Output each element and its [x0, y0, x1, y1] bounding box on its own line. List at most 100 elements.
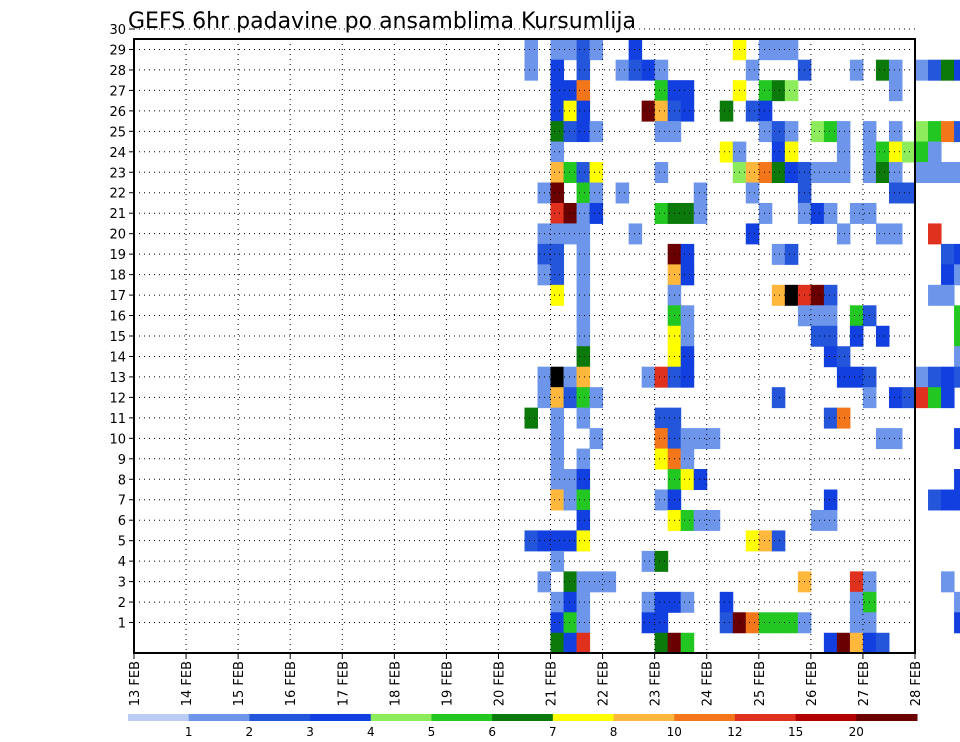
heatmap-cell	[641, 59, 656, 81]
heatmap-cell	[928, 162, 942, 183]
heatmap-cell	[680, 305, 695, 327]
heatmap-cell	[654, 80, 669, 102]
y-axis: 1234567891011121314151617181920212223242…	[109, 23, 134, 632]
heatmap-cell	[680, 325, 695, 347]
heatmap-cell	[654, 550, 669, 572]
heatmap-cell	[758, 202, 773, 224]
heatmap-cell	[654, 448, 669, 470]
heatmap-cell	[941, 162, 955, 183]
y-tick-label: 17	[109, 289, 126, 304]
heatmap-cell	[719, 612, 734, 634]
heatmap-cell	[680, 264, 695, 286]
heatmap-cell	[875, 141, 890, 163]
heatmap-cell	[928, 284, 942, 306]
heatmap-cell	[823, 121, 838, 143]
x-tick-label: 26 FEB	[805, 661, 820, 706]
grid-layer	[134, 28, 915, 653]
y-tick-label: 10	[109, 432, 126, 447]
colorbar-swatch	[431, 714, 493, 721]
heatmap-cell	[941, 243, 955, 265]
heatmap-cell	[954, 59, 960, 81]
heatmap-cell	[888, 182, 903, 204]
x-tick-label: 28 FEB	[909, 661, 924, 706]
heatmap-cell	[836, 407, 851, 429]
y-tick-label: 11	[109, 412, 126, 427]
x-tick-label: 18 FEB	[388, 661, 403, 706]
heatmap-cell	[849, 612, 864, 634]
heatmap-cell	[823, 305, 838, 327]
y-tick-label: 15	[109, 330, 126, 345]
heatmap-cell	[810, 202, 825, 224]
heatmap-cell	[810, 121, 825, 143]
heatmap-cell	[954, 591, 960, 613]
heatmap-cell	[719, 591, 734, 613]
colorbar-swatch	[310, 714, 372, 721]
heatmap-cell	[784, 141, 799, 163]
heatmap-cell	[550, 243, 565, 265]
heatmap-cell	[693, 469, 708, 490]
heatmap-cell	[693, 202, 708, 224]
heatmap-cell	[928, 59, 942, 81]
heatmap-cell	[901, 182, 916, 204]
heatmap-cell	[550, 366, 565, 388]
heatmap-cell	[576, 509, 591, 531]
heatmap-cell	[680, 80, 695, 102]
heatmap-cell	[654, 202, 669, 224]
heatmap-cell	[823, 284, 838, 306]
heatmap-cell	[823, 489, 838, 511]
heatmap-cell	[954, 243, 960, 265]
heatmap-cell	[954, 469, 960, 490]
y-tick-label: 23	[109, 166, 126, 181]
x-axis: 13 FEB 14 FEB 15 FEB 16 FEB 17 FEB 18 FEB 19 F…	[128, 653, 924, 706]
heatmap-cell	[758, 162, 773, 183]
colorbar-swatch	[674, 714, 736, 721]
heatmap-cell	[954, 489, 960, 511]
heatmap-cell	[901, 387, 916, 409]
y-tick-label: 16	[109, 310, 126, 325]
cells-layer	[524, 39, 960, 654]
heatmap-cell	[888, 223, 903, 245]
heatmap-cell	[550, 591, 565, 613]
heatmap-cell	[784, 121, 799, 143]
heatmap-cell	[680, 591, 695, 613]
heatmap-cell	[928, 387, 942, 409]
heatmap-cell	[941, 571, 955, 593]
heatmap-cell	[680, 428, 695, 450]
heatmap-cell	[954, 428, 960, 450]
heatmap-cell	[875, 632, 890, 654]
heatmap-cell	[941, 284, 955, 306]
heatmap-cell	[849, 571, 864, 593]
heatmap-cell	[823, 346, 838, 368]
heatmap-cell	[771, 243, 786, 265]
heatmap-cell	[563, 612, 578, 634]
colorbar-label: 1	[185, 725, 193, 739]
heatmap-cell	[563, 223, 578, 245]
heatmap-cell	[888, 59, 903, 81]
heatmap-cell	[654, 162, 669, 183]
heatmap-cell	[550, 448, 565, 470]
plot-frame	[133, 38, 916, 654]
heatmap-cell	[745, 612, 760, 634]
heatmap-cell	[836, 366, 851, 388]
heatmap-cell	[563, 100, 578, 122]
heatmap-cell	[928, 141, 942, 163]
heatmap-cell	[550, 387, 565, 409]
heatmap-cell	[563, 121, 578, 143]
heatmap-cell	[576, 100, 591, 122]
heatmap-cell	[680, 509, 695, 531]
heatmap-cell	[888, 387, 903, 409]
y-tick-label: 6	[118, 514, 126, 529]
heatmap-cell	[954, 305, 960, 327]
heatmap-cell	[784, 243, 799, 265]
colorbar-label: 10	[667, 725, 682, 739]
y-tick-label: 20	[109, 228, 126, 243]
heatmap-cell	[563, 39, 578, 61]
colorbar-swatch	[613, 714, 675, 721]
heatmap-cell	[576, 243, 591, 265]
heatmap-cell	[550, 223, 565, 245]
heatmap-cell	[758, 612, 773, 634]
heatmap-cell	[875, 59, 890, 81]
colorbar-swatch	[795, 714, 857, 721]
heatmap-cell	[954, 325, 960, 347]
heatmap-cell	[719, 141, 734, 163]
